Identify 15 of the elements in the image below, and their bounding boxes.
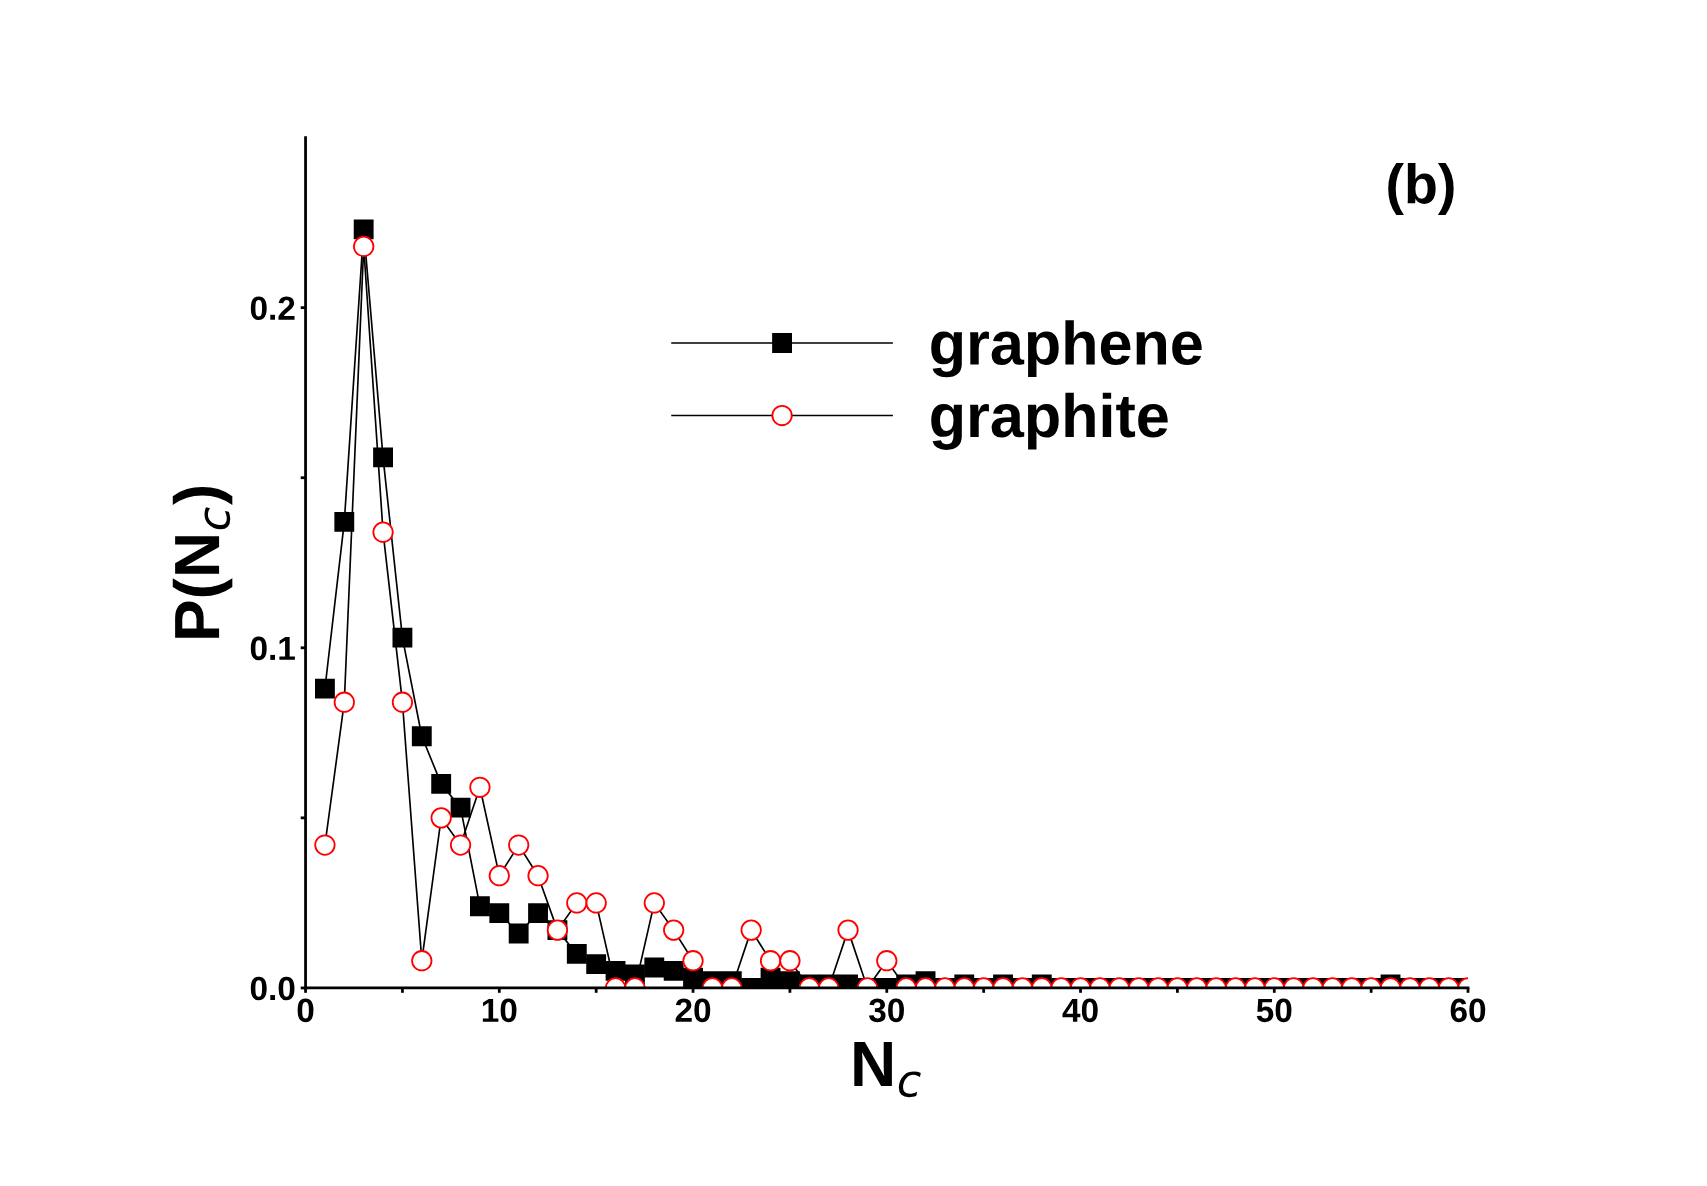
x-tick-label: 0 bbox=[297, 998, 314, 1023]
x-tick-label: 40 bbox=[1062, 998, 1098, 1023]
y-tick-label: 0.0 bbox=[250, 976, 295, 1001]
legend-label: graphite bbox=[931, 392, 1168, 450]
y-axis-title: P(N$_{c}$) bbox=[172, 486, 233, 638]
legend-label: graphene bbox=[931, 320, 1202, 378]
x-axis-title: N$_{c}$ bbox=[854, 1042, 921, 1098]
x-tick-label: 60 bbox=[1450, 998, 1486, 1023]
y-tick-label: 0.2 bbox=[250, 296, 295, 321]
annotation: (b) bbox=[1388, 163, 1454, 215]
x-tick-label: 20 bbox=[675, 998, 711, 1023]
x-tick-label: 30 bbox=[869, 998, 904, 1023]
x-tick-label: 10 bbox=[482, 998, 517, 1023]
y-tick-label: 0.1 bbox=[250, 636, 295, 661]
x-tick-label: 50 bbox=[1256, 998, 1292, 1023]
